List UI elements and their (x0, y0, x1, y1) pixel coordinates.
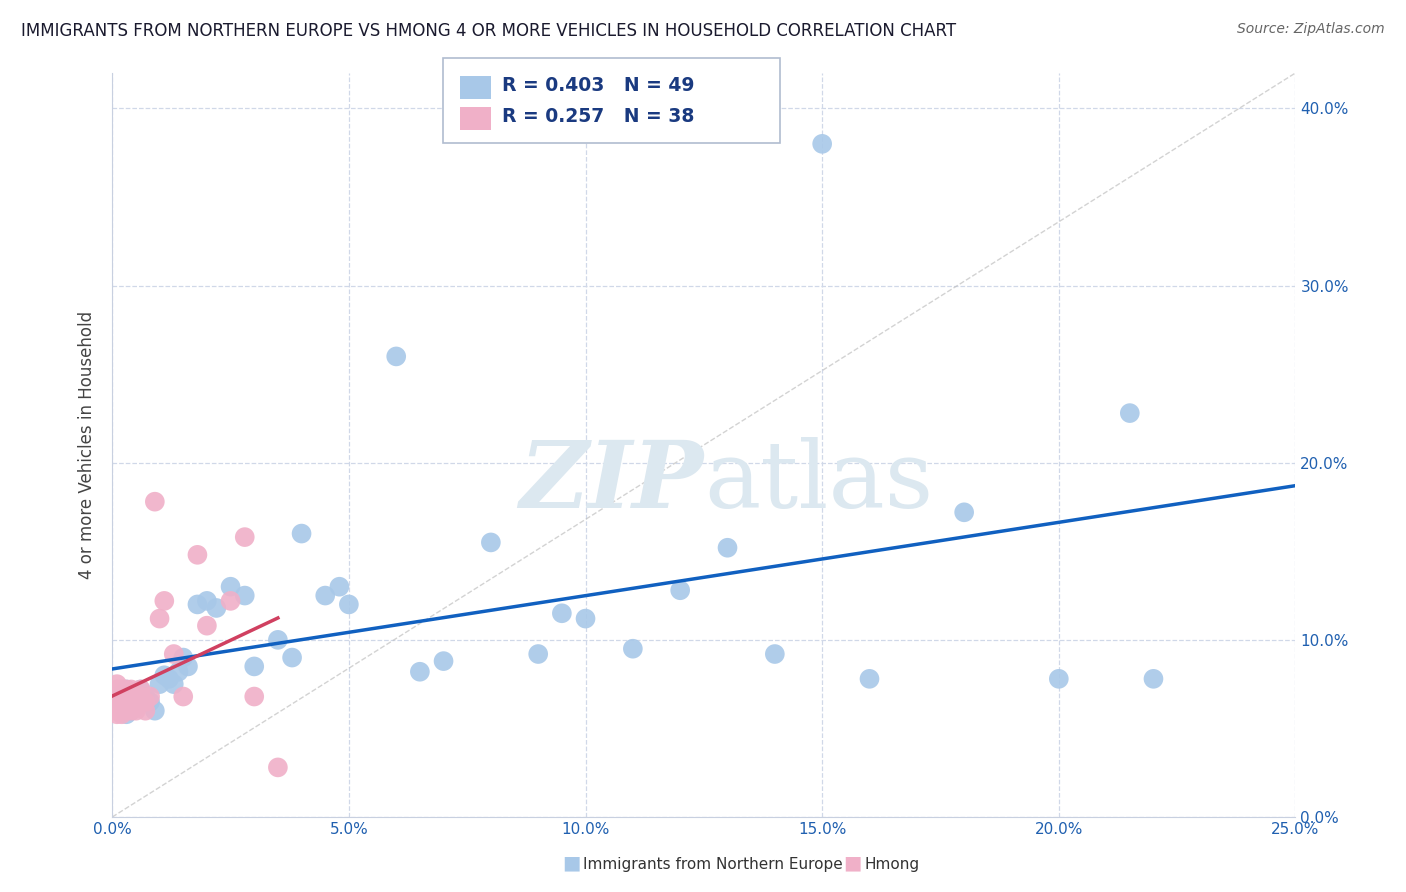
Point (432, 654, 454, 668)
Point (527, 647, 550, 661)
Point (328, 580, 350, 594)
Point (111, 704, 134, 718)
Point (195, 618, 218, 632)
Point (669, 583, 692, 598)
Point (716, 541, 738, 555)
Point (129, 690, 152, 704)
Point (167, 665, 190, 679)
Point (148, 611, 170, 625)
Point (111, 700, 134, 714)
Point (233, 589, 256, 603)
Point (314, 589, 336, 603)
Point (105, 704, 128, 718)
Point (172, 650, 194, 665)
Text: R = 0.403   N = 49: R = 0.403 N = 49 (502, 76, 695, 95)
Point (120, 690, 142, 704)
Point (858, 672, 880, 686)
Point (267, 632, 290, 647)
Y-axis label: 4 or more Vehicles in Household: 4 or more Vehicles in Household (79, 311, 96, 579)
Point (195, 594, 218, 608)
Point (134, 690, 156, 704)
Point (267, 760, 290, 774)
Point (157, 672, 180, 686)
Text: atlas: atlas (704, 437, 934, 527)
Point (105, 677, 128, 691)
Point (143, 704, 166, 718)
Point (111, 690, 134, 704)
Point (219, 594, 242, 608)
Point (120, 682, 142, 697)
Point (120, 704, 142, 718)
Point (205, 601, 228, 615)
Point (219, 580, 242, 594)
Point (111, 707, 134, 722)
Point (115, 682, 138, 697)
Point (115, 704, 138, 718)
Text: ■: ■ (562, 854, 581, 872)
Point (409, 665, 432, 679)
Point (125, 704, 148, 718)
Text: Immigrants from Northern Europe: Immigrants from Northern Europe (583, 857, 844, 872)
Point (120, 690, 142, 704)
Point (148, 677, 170, 691)
Point (953, 505, 976, 519)
Point (243, 659, 266, 673)
Point (281, 650, 304, 665)
Point (125, 695, 148, 709)
Point (120, 704, 142, 718)
Text: ZIP: ZIP (520, 437, 704, 527)
Text: Hmong: Hmong (865, 857, 920, 872)
Point (115, 695, 138, 709)
Point (120, 695, 142, 709)
Point (243, 690, 266, 704)
Point (177, 659, 200, 673)
Point (1142, 672, 1164, 686)
Point (105, 682, 128, 697)
Point (172, 690, 194, 704)
Point (163, 647, 186, 661)
Point (125, 686, 148, 700)
Point (143, 494, 166, 508)
Point (129, 695, 152, 709)
Point (153, 594, 176, 608)
Point (115, 682, 138, 697)
Point (111, 695, 134, 709)
Point (574, 611, 596, 625)
Point (1047, 672, 1070, 686)
Text: IMMIGRANTS FROM NORTHERN EUROPE VS HMONG 4 OR MORE VEHICLES IN HOUSEHOLD CORRELA: IMMIGRANTS FROM NORTHERN EUROPE VS HMONG… (21, 22, 956, 40)
Point (111, 682, 134, 697)
Point (811, 136, 834, 151)
Point (139, 695, 162, 709)
Point (105, 690, 128, 704)
Point (186, 598, 208, 612)
Text: ■: ■ (844, 854, 862, 872)
Point (134, 695, 156, 709)
Point (105, 690, 128, 704)
Point (186, 548, 208, 562)
Point (129, 682, 152, 697)
Point (105, 707, 128, 722)
Point (134, 704, 156, 718)
Text: R = 0.257   N = 38: R = 0.257 N = 38 (502, 107, 695, 126)
Point (139, 690, 162, 704)
Point (479, 535, 502, 549)
Point (621, 641, 644, 656)
Point (105, 695, 128, 709)
Point (125, 700, 148, 714)
Point (551, 607, 574, 621)
Point (1119, 406, 1142, 420)
Point (101, 695, 124, 709)
Point (385, 350, 408, 364)
Point (233, 530, 256, 544)
Point (163, 677, 186, 691)
Text: Source: ZipAtlas.com: Source: ZipAtlas.com (1237, 22, 1385, 37)
Point (115, 707, 138, 722)
Point (115, 690, 138, 704)
Point (763, 647, 786, 661)
Point (129, 682, 152, 697)
Point (153, 668, 176, 682)
Point (337, 598, 360, 612)
Point (290, 526, 312, 541)
